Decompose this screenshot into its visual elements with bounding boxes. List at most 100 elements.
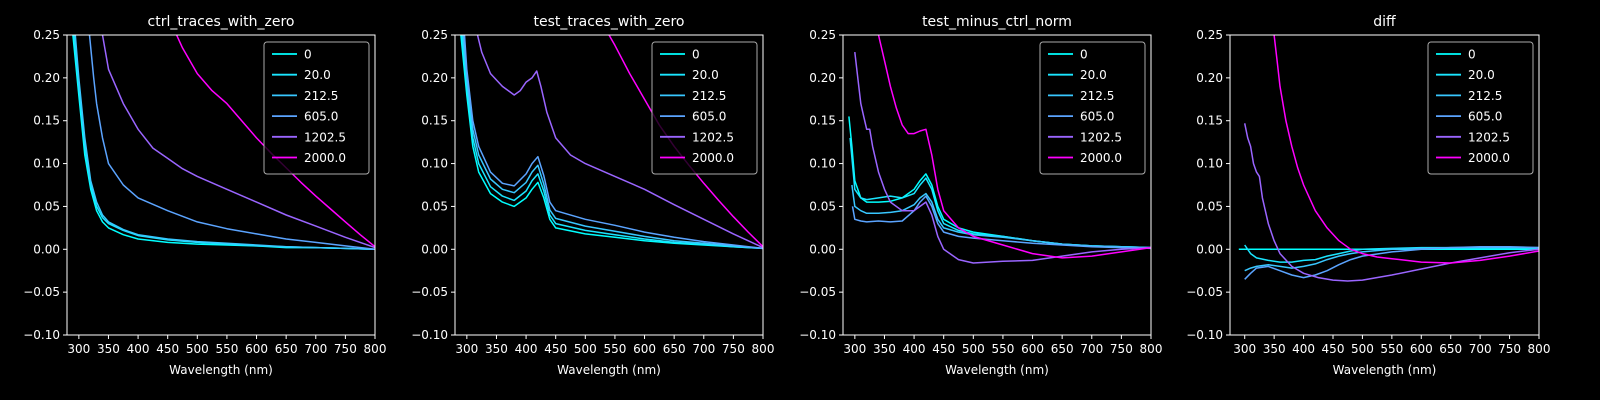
x-tick-label: 650 [663, 342, 686, 356]
x-tick-label: 450 [932, 342, 955, 356]
y-tick-label: 0.05 [809, 199, 836, 213]
series-line-20.0 [461, 35, 763, 250]
y-tick-label: −0.05 [799, 285, 836, 299]
y-tick-label: 0.25 [33, 28, 60, 42]
chart-title: test_minus_ctrl_norm [922, 14, 1072, 30]
legend-label: 1202.5 [1080, 130, 1122, 144]
series-line-1202.5 [476, 35, 763, 249]
y-tick-label: 0.05 [421, 199, 448, 213]
legend-label: 20.0 [304, 68, 331, 82]
x-tick-label: 450 [544, 342, 567, 356]
x-tick-label: 750 [1498, 342, 1521, 356]
series-line-2000.0 [1273, 35, 1539, 264]
legend-label: 0 [692, 48, 700, 62]
x-tick-label: 800 [752, 342, 775, 356]
y-tick-label: 0.00 [421, 242, 448, 256]
x-tick-label: 650 [1051, 342, 1074, 356]
y-tick-label: 0.20 [809, 71, 836, 85]
x-tick-label: 750 [722, 342, 745, 356]
x-tick-label: 500 [962, 342, 985, 356]
legend-label: 605.0 [304, 110, 338, 124]
x-tick-label: 450 [156, 342, 179, 356]
y-tick-label: 0.10 [1196, 157, 1223, 171]
series-line-605.0 [851, 195, 1151, 250]
series-line-605.0 [463, 35, 763, 250]
y-tick-label: −0.10 [411, 328, 448, 342]
chart-title: ctrl_traces_with_zero [148, 14, 295, 30]
y-tick-label: 0.25 [1196, 28, 1223, 42]
chart-panel-4: 300 350 400 450 500 550 600 650 700 750 800 −0.10 −0… [1186, 14, 1550, 377]
legend-label: 0 [1468, 48, 1476, 62]
legend-label: 20.0 [692, 68, 719, 82]
y-tick-label: 0.15 [421, 114, 448, 128]
chart-panel-1: 300 350 400 450 500 550 600 650 700 750 800 −0.10 −0… [23, 14, 386, 377]
y-tick-label: 0.10 [421, 157, 448, 171]
x-tick-label: 400 [127, 342, 150, 356]
y-tick-label: 0.15 [809, 114, 836, 128]
y-tick-label: −0.10 [23, 328, 60, 342]
legend: 0 20.0 212.5 605.0 1202.5 2000.0 [263, 41, 370, 175]
x-tick-label: 700 [1469, 342, 1492, 356]
y-tick-label: −0.10 [799, 328, 836, 342]
x-tick-label: 350 [485, 342, 508, 356]
series-line-605.0 [88, 35, 375, 251]
x-tick-label: 300 [67, 342, 90, 356]
legend-label: 212.5 [1468, 89, 1502, 103]
y-tick-label: 0.25 [421, 28, 448, 42]
x-tick-label: 500 [574, 342, 597, 356]
legend-label: 20.0 [1468, 68, 1495, 82]
legend-label: 0 [304, 48, 312, 62]
x-tick-label: 600 [1410, 342, 1433, 356]
series-line-1202.5 [101, 35, 375, 249]
x-tick-label: 400 [903, 342, 926, 356]
x-tick-label: 650 [1439, 342, 1462, 356]
x-tick-label: 750 [1110, 342, 1133, 356]
axes-frame [66, 34, 376, 336]
x-tick-label: 350 [1263, 342, 1286, 356]
y-tick-label: 0.10 [809, 157, 836, 171]
legend-label: 2000.0 [1080, 151, 1122, 165]
x-axis-label: Wavelength (nm) [169, 363, 273, 377]
legend-label: 605.0 [1468, 110, 1502, 124]
x-tick-label: 450 [1322, 342, 1345, 356]
x-tick-label: 500 [186, 342, 209, 356]
legend: 0 20.0 212.5 605.0 1202.5 2000.0 [1427, 41, 1534, 175]
chart-panel-3: 300 350 400 450 500 550 600 650 700 750 800 −0.10 −0… [799, 14, 1162, 377]
x-tick-label: 800 [1140, 342, 1163, 356]
x-tick-label: 700 [692, 342, 715, 356]
legend-label: 1202.5 [692, 130, 734, 144]
y-tick-label: 0.10 [33, 157, 60, 171]
x-tick-label: 400 [1292, 342, 1315, 356]
axes-frame [1229, 34, 1540, 336]
legend-label: 605.0 [692, 110, 726, 124]
series-line-605.0 [1244, 245, 1539, 280]
y-tick-label: 0.05 [1196, 199, 1223, 213]
x-tick-label: 600 [633, 342, 656, 356]
x-tick-label: 550 [991, 342, 1014, 356]
y-tick-label: 0.05 [33, 199, 60, 213]
y-tick-label: 0.00 [809, 242, 836, 256]
legend: 0 20.0 212.5 605.0 1202.5 2000.0 [651, 41, 758, 175]
y-tick-label: −0.10 [1186, 328, 1223, 342]
x-tick-label: 750 [334, 342, 357, 356]
x-tick-label: 350 [97, 342, 120, 356]
chart-panel-2: 300 350 400 450 500 550 600 650 700 750 800 −0.10 −0… [411, 14, 774, 377]
x-tick-label: 700 [304, 342, 327, 356]
x-tick-label: 550 [603, 342, 626, 356]
series-line-2000.0 [877, 35, 1151, 259]
legend-label: 212.5 [1080, 89, 1114, 103]
legend-label: 1202.5 [304, 130, 346, 144]
x-tick-label: 300 [843, 342, 866, 356]
series-line-212.5 [462, 35, 763, 250]
x-tick-label: 350 [873, 342, 896, 356]
x-tick-label: 700 [1080, 342, 1103, 356]
axes-frame [842, 34, 1152, 336]
x-tick-label: 550 [215, 342, 238, 356]
legend: 0 20.0 212.5 605.0 1202.5 2000.0 [1039, 41, 1146, 175]
y-tick-label: 0.20 [33, 71, 60, 85]
y-tick-label: 0.25 [809, 28, 836, 42]
x-tick-label: 400 [515, 342, 538, 356]
x-tick-label: 300 [1233, 342, 1256, 356]
y-tick-label: 0.20 [1196, 71, 1223, 85]
y-tick-label: 0.00 [33, 242, 60, 256]
